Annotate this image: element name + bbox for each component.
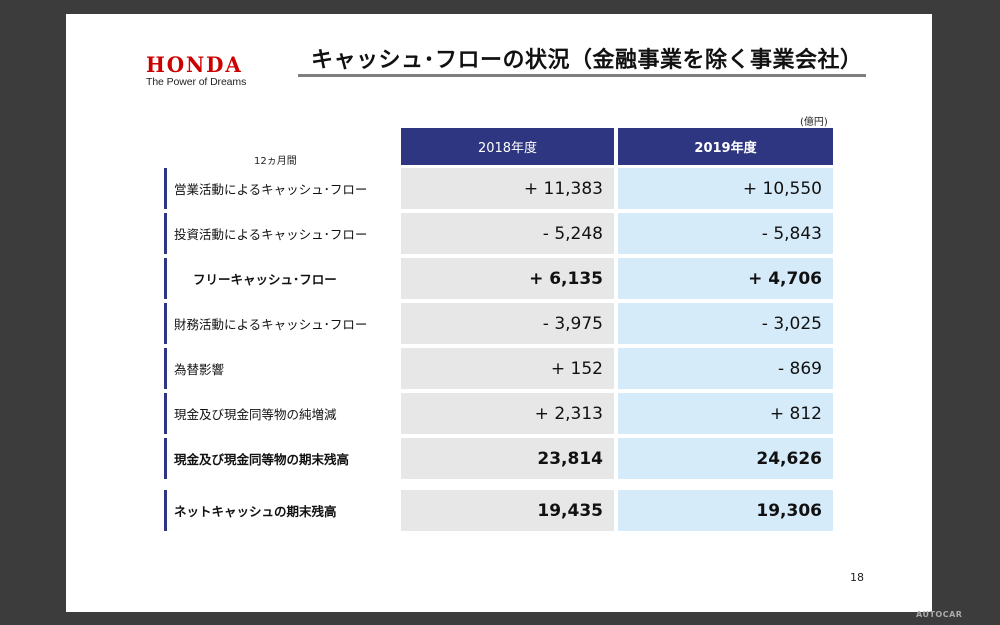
honda-logo: HONDA The Power of Dreams xyxy=(146,52,266,88)
logo-tagline: The Power of Dreams xyxy=(146,76,247,88)
period-label: 12ヵ月間 xyxy=(254,156,297,167)
cell-2018-investing: - 5,248 xyxy=(401,213,614,254)
cell-2018-net-change: + 2,313 xyxy=(401,393,614,434)
cell-2019-ending-balance: 24,626 xyxy=(618,438,833,479)
row-label-operating: 営業活動によるキャッシュ･フロー xyxy=(164,168,390,209)
cell-2019-financing: - 3,025 xyxy=(618,303,833,344)
row-label-financing: 財務活動によるキャッシュ･フロー xyxy=(164,303,390,344)
watermark: AUTOCAR xyxy=(916,610,963,619)
cell-2018-fx-effect: + 152 xyxy=(401,348,614,389)
cell-2019-net-cash: 19,306 xyxy=(618,490,833,531)
column-header-2019: 2019年度 xyxy=(618,128,833,165)
row-label-free-cash-flow: フリーキャッシュ･フロー xyxy=(164,258,390,299)
column-header-2018: 2018年度 xyxy=(401,128,614,165)
cell-2019-net-change: + 812 xyxy=(618,393,833,434)
cell-2018-operating: + 11,383 xyxy=(401,168,614,209)
cell-2018-financing: - 3,975 xyxy=(401,303,614,344)
cell-2018-ending-balance: 23,814 xyxy=(401,438,614,479)
cell-2019-free-cash-flow: + 4,706 xyxy=(618,258,833,299)
cell-2019-operating: + 10,550 xyxy=(618,168,833,209)
cell-2018-net-cash: 19,435 xyxy=(401,490,614,531)
row-label-net-change: 現金及び現金同等物の純増減 xyxy=(164,393,390,434)
logo-wordmark: HONDA xyxy=(146,52,243,77)
row-label-net-cash: ネットキャッシュの期末残高 xyxy=(164,490,390,531)
title-divider xyxy=(298,74,866,77)
row-label-investing: 投資活動によるキャッシュ･フロー xyxy=(164,213,390,254)
page-number: 18 xyxy=(850,571,864,584)
cell-2018-free-cash-flow: + 6,135 xyxy=(401,258,614,299)
row-label-fx-effect: 為替影響 xyxy=(164,348,390,389)
slide-title: キャッシュ･フローの状況（金融事業を除く事業会社） xyxy=(311,48,863,73)
slide: HONDA The Power of Dreams キャッシュ･フローの状況（金… xyxy=(66,14,962,619)
row-label-ending-balance: 現金及び現金同等物の期末残高 xyxy=(164,438,390,479)
cell-2019-fx-effect: - 869 xyxy=(618,348,833,389)
unit-label: (億円) xyxy=(800,117,828,128)
cell-2019-investing: - 5,843 xyxy=(618,213,833,254)
